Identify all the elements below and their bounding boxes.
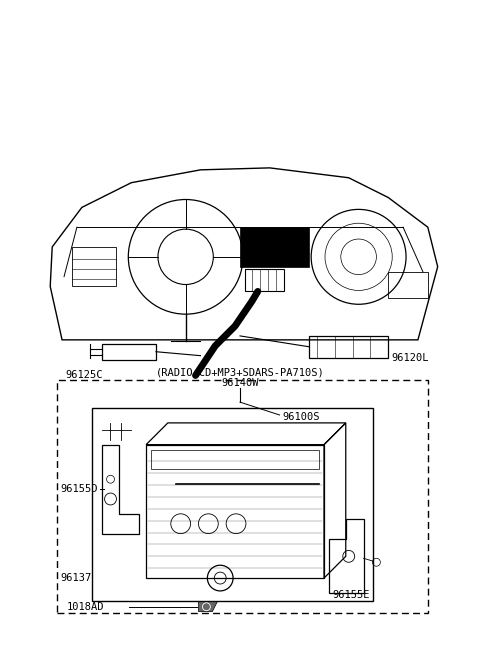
Text: 96155D: 96155D xyxy=(60,484,97,494)
Polygon shape xyxy=(240,227,309,267)
Text: 1018AD: 1018AD xyxy=(67,602,105,612)
Text: 96155E: 96155E xyxy=(332,590,370,600)
Text: 96140W: 96140W xyxy=(221,379,259,388)
Text: 96120L: 96120L xyxy=(391,353,429,363)
Text: (RADIO+CD+MP3+SDARS-PA710S): (RADIO+CD+MP3+SDARS-PA710S) xyxy=(156,367,324,377)
Text: 96125C: 96125C xyxy=(65,369,103,380)
Text: 96137: 96137 xyxy=(60,573,91,583)
Polygon shape xyxy=(199,602,217,611)
Text: 96100S: 96100S xyxy=(283,412,320,422)
